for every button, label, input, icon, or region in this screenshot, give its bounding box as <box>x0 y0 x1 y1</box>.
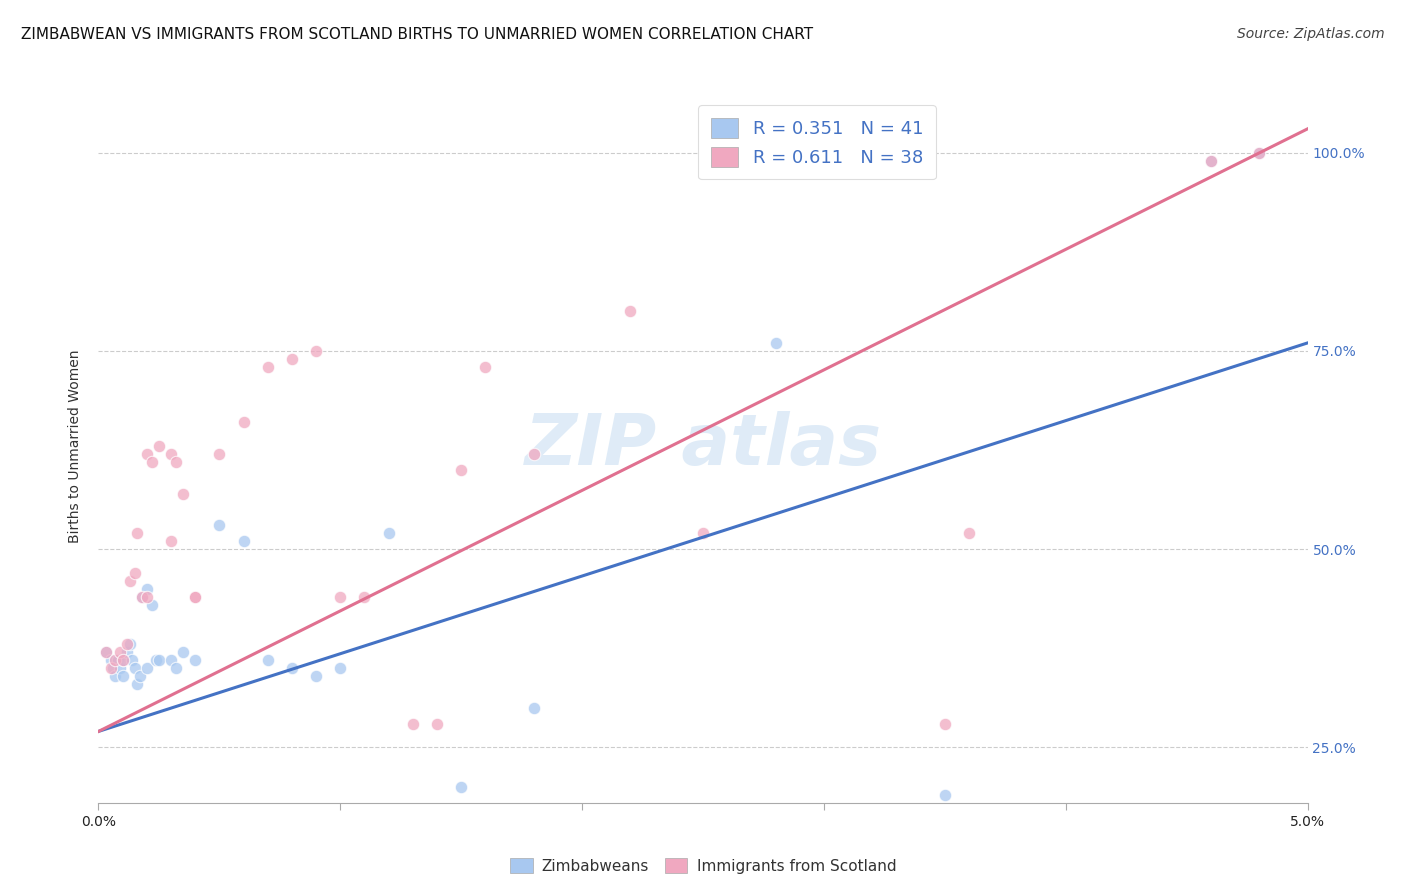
Point <box>111 653 134 667</box>
Point <box>100 653 122 667</box>
Point <box>131 590 153 604</box>
Point <box>523 447 546 461</box>
Point <box>94 645 117 659</box>
Point <box>208 447 231 461</box>
Point <box>160 534 183 549</box>
Legend: R = 0.351   N = 41, R = 0.611   N = 38: R = 0.351 N = 41, R = 0.611 N = 38 <box>699 105 936 179</box>
Text: ZIP atlas: ZIP atlas <box>524 411 882 481</box>
Point <box>101 661 124 675</box>
Point <box>124 566 146 580</box>
Point <box>619 304 641 318</box>
Point <box>111 669 134 683</box>
Point <box>135 661 157 675</box>
Point <box>232 415 254 429</box>
Point <box>184 590 207 604</box>
Point <box>256 653 278 667</box>
Point <box>934 788 956 802</box>
Point <box>94 645 117 659</box>
Point <box>957 526 980 541</box>
Point <box>165 455 187 469</box>
Point <box>118 574 141 588</box>
Point <box>165 661 187 675</box>
Point <box>111 653 134 667</box>
Point <box>523 700 546 714</box>
Point <box>100 661 122 675</box>
Point <box>692 526 714 541</box>
Point <box>141 455 163 469</box>
Point <box>426 716 449 731</box>
Point <box>1249 145 1271 160</box>
Point <box>124 661 146 675</box>
Point <box>353 590 375 604</box>
Point <box>172 486 194 500</box>
Point <box>184 590 207 604</box>
Point <box>1199 153 1222 168</box>
Point <box>118 637 141 651</box>
Point <box>474 359 496 374</box>
Point <box>135 590 157 604</box>
Point <box>377 526 399 541</box>
Point <box>104 653 127 667</box>
Point <box>160 447 183 461</box>
Point <box>160 653 183 667</box>
Point <box>547 843 569 857</box>
Legend: Zimbabweans, Immigrants from Scotland: Zimbabweans, Immigrants from Scotland <box>503 852 903 880</box>
Point <box>1199 153 1222 168</box>
Point <box>281 661 304 675</box>
Point <box>402 716 425 731</box>
Point <box>692 804 714 818</box>
Point <box>148 439 170 453</box>
Point <box>208 518 231 533</box>
Text: Source: ZipAtlas.com: Source: ZipAtlas.com <box>1237 27 1385 41</box>
Point <box>121 653 143 667</box>
Point <box>765 335 787 350</box>
Point <box>329 661 352 675</box>
Point <box>141 598 163 612</box>
Point <box>1249 145 1271 160</box>
Point <box>131 590 153 604</box>
Point <box>256 359 278 374</box>
Point <box>135 582 157 596</box>
Point <box>232 534 254 549</box>
Point <box>104 669 127 683</box>
Point <box>281 351 304 366</box>
Point <box>135 447 157 461</box>
Point <box>329 590 352 604</box>
Point <box>107 653 129 667</box>
Point <box>450 780 472 794</box>
Text: ZIMBABWEAN VS IMMIGRANTS FROM SCOTLAND BIRTHS TO UNMARRIED WOMEN CORRELATION CHA: ZIMBABWEAN VS IMMIGRANTS FROM SCOTLAND B… <box>21 27 813 42</box>
Point <box>117 637 139 651</box>
Point <box>172 645 194 659</box>
Point <box>886 820 908 834</box>
Point <box>619 835 641 849</box>
Point <box>934 716 956 731</box>
Point <box>145 653 167 667</box>
Point <box>450 463 472 477</box>
Point <box>305 343 328 358</box>
Point <box>117 645 139 659</box>
Point <box>108 645 131 659</box>
Point <box>127 526 149 541</box>
Point <box>108 661 131 675</box>
Point <box>148 653 170 667</box>
Point <box>305 669 328 683</box>
Point <box>184 653 207 667</box>
Y-axis label: Births to Unmarried Women: Births to Unmarried Women <box>69 350 83 542</box>
Point <box>128 669 150 683</box>
Point <box>127 677 149 691</box>
